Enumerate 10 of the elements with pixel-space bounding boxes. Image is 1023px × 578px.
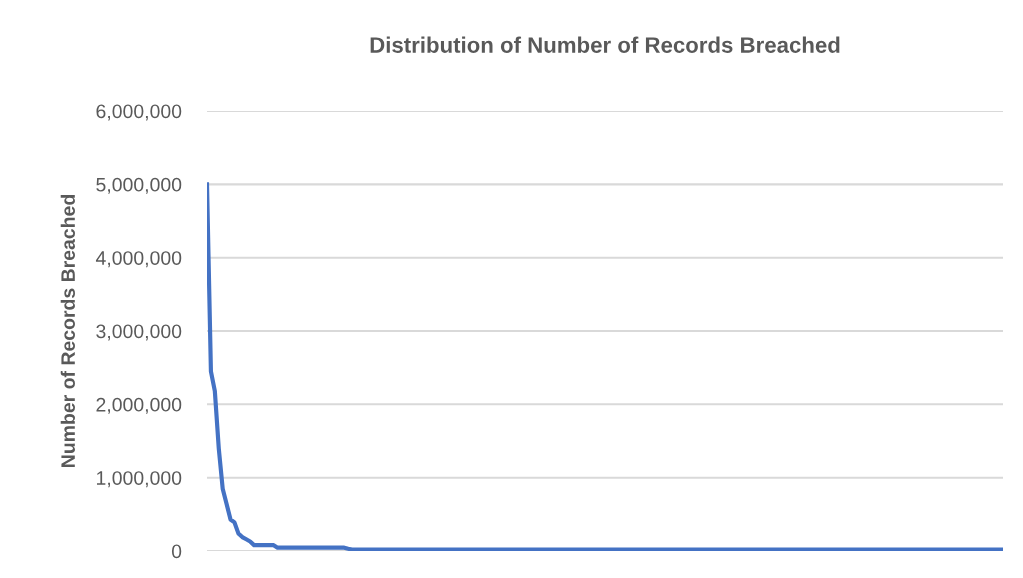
- y-tick-label: 3,000,000: [96, 324, 182, 341]
- y-axis-title: Number of Records Breached: [60, 195, 75, 467]
- y-tick-label: 6,000,000: [96, 104, 182, 121]
- y-tick-label: 5,000,000: [96, 177, 182, 194]
- chart-title: Distribution of Number of Records Breached: [370, 36, 840, 53]
- y-tick-label: 1,000,000: [96, 471, 182, 488]
- y-tick-label: 4,000,000: [95, 251, 182, 268]
- y-tick-label: 0: [171, 544, 182, 559]
- line-series: [207, 182, 1003, 551]
- y-tick-label: 2,000,000: [96, 397, 182, 414]
